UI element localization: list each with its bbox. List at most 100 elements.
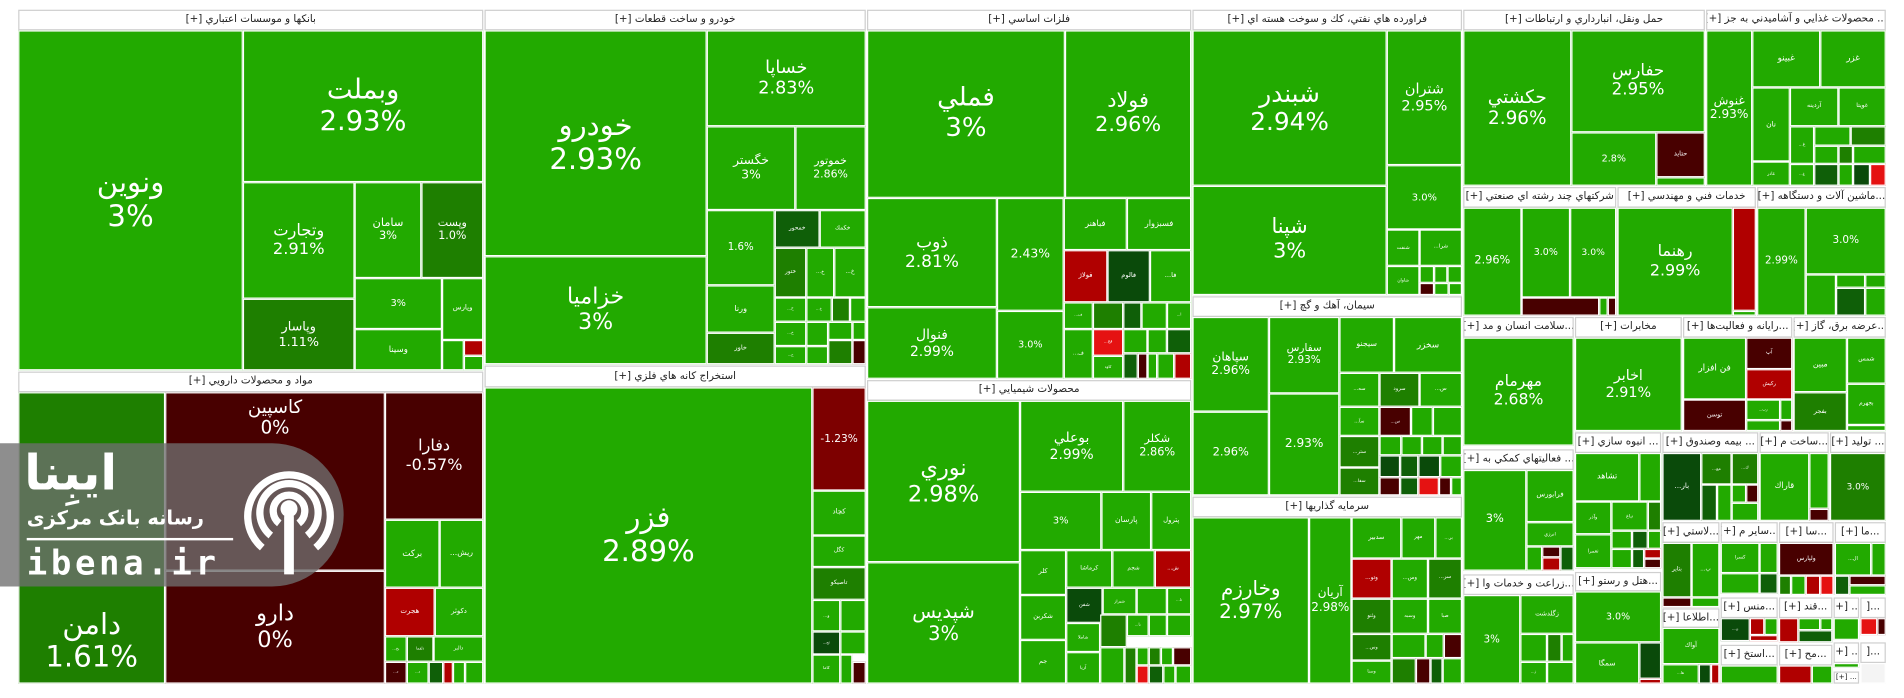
- stock-tile[interactable]: كاوه: [1092, 355, 1124, 379]
- stock-tile[interactable]: [1419, 265, 1435, 283]
- stock-tile[interactable]: 2.96%: [1192, 411, 1269, 496]
- stock-tile[interactable]: شجم: [1112, 550, 1155, 588]
- stock-tile[interactable]: [1710, 664, 1720, 684]
- stock-tile[interactable]: ...و: [812, 599, 841, 632]
- stock-tile[interactable]: [1639, 452, 1662, 502]
- stock-tile[interactable]: فن افزار: [1683, 337, 1747, 400]
- stock-tile[interactable]: 3.0%: [1805, 207, 1886, 275]
- stock-tile[interactable]: [1447, 265, 1463, 283]
- sector-header[interactable]: ...لاستي [+]: [1662, 522, 1720, 543]
- stock-tile[interactable]: خزاميا 3%: [484, 256, 707, 365]
- stock-tile[interactable]: [1701, 484, 1718, 521]
- stock-tile[interactable]: [1607, 297, 1617, 316]
- stock-tile[interactable]: ...بار: [1662, 452, 1702, 521]
- stock-tile[interactable]: فباهنر: [1063, 197, 1127, 251]
- stock-tile[interactable]: [1759, 542, 1778, 574]
- stock-tile[interactable]: [1520, 633, 1548, 662]
- stock-tile[interactable]: خودرو 2.93%: [484, 30, 707, 257]
- stock-tile[interactable]: ...شرا: [1419, 229, 1463, 266]
- sector-header[interactable]: ...[: [1860, 597, 1886, 619]
- stock-tile[interactable]: 3.0%: [1570, 207, 1617, 298]
- stock-tile[interactable]: [1418, 477, 1439, 496]
- stock-tile[interactable]: [1865, 274, 1886, 288]
- stock-tile[interactable]: 2.43%: [996, 197, 1064, 311]
- stock-tile[interactable]: [1732, 207, 1756, 311]
- stock-tile[interactable]: خساپا 2.83%: [706, 30, 866, 127]
- stock-tile[interactable]: خمحور: [774, 210, 820, 248]
- stock-tile[interactable]: [1160, 647, 1174, 666]
- sector-header[interactable]: ...سلامت انسان و مد [+]: [1463, 316, 1574, 338]
- stock-tile[interactable]: [1100, 614, 1127, 648]
- stock-tile[interactable]: [1411, 406, 1433, 436]
- stock-tile[interactable]: ...سر: [1428, 558, 1463, 599]
- stock-tile[interactable]: [1865, 287, 1886, 316]
- stock-tile[interactable]: [1798, 618, 1821, 631]
- stock-tile[interactable]: [1809, 452, 1829, 509]
- stock-tile[interactable]: دارو 0%: [165, 570, 385, 684]
- stock-tile[interactable]: [852, 321, 866, 341]
- stock-tile[interactable]: بجهرم: [1846, 383, 1886, 426]
- stock-tile[interactable]: بركت: [384, 519, 440, 588]
- stock-tile[interactable]: [1809, 508, 1829, 521]
- sector-header[interactable]: ...زراعت و خدمات وا [+]: [1463, 574, 1574, 596]
- stock-tile[interactable]: 3.0%: [1386, 165, 1463, 230]
- sector-header[interactable]: ...ماشين آلات و دستگاهه [+]: [1757, 187, 1886, 208]
- stock-tile[interactable]: ...رب: [1746, 399, 1781, 421]
- stock-tile[interactable]: [1656, 177, 1705, 186]
- stock-tile[interactable]: [1561, 633, 1574, 662]
- stock-tile[interactable]: ...وتو: [1351, 558, 1392, 599]
- stock-tile[interactable]: [1698, 664, 1711, 684]
- stock-tile[interactable]: [1778, 575, 1792, 596]
- stock-tile[interactable]: سفارس 2.93%: [1268, 316, 1340, 394]
- sector-header[interactable]: ... محصولات غذايي و آشاميدني به جز [+]: [1706, 9, 1886, 31]
- stock-tile[interactable]: [1647, 530, 1662, 549]
- stock-tile[interactable]: ...فا: [1149, 250, 1192, 303]
- stock-tile[interactable]: ...ف: [1063, 302, 1093, 330]
- stock-tile[interactable]: ...ها: [1662, 664, 1699, 684]
- sector-header[interactable]: ... [+]: [1833, 671, 1860, 684]
- stock-tile[interactable]: [1798, 630, 1833, 643]
- stock-tile[interactable]: [1147, 329, 1167, 354]
- stock-tile[interactable]: ...سه: [1339, 372, 1380, 407]
- stock-tile[interactable]: 3%: [1463, 469, 1527, 571]
- stock-tile[interactable]: 3.0%: [1574, 591, 1662, 643]
- stock-tile[interactable]: ثعمرا: [1574, 534, 1612, 569]
- stock-tile[interactable]: [465, 661, 484, 684]
- stock-tile[interactable]: خكمك: [819, 210, 866, 248]
- stock-tile[interactable]: [1838, 145, 1854, 164]
- stock-tile[interactable]: دلقما: [406, 636, 434, 662]
- stock-tile[interactable]: [1123, 329, 1148, 354]
- stock-tile[interactable]: ...س: [1419, 372, 1463, 407]
- sector-header[interactable]: مخابرات [+]: [1574, 316, 1682, 338]
- stock-tile[interactable]: [1425, 633, 1444, 659]
- stock-tile[interactable]: ...مع: [1701, 452, 1732, 485]
- stock-tile[interactable]: توسن: [1683, 399, 1747, 432]
- stock-tile[interactable]: [1805, 274, 1837, 316]
- stock-tile[interactable]: ...خ: [774, 346, 807, 365]
- stock-tile[interactable]: خگستر 3%: [706, 126, 796, 211]
- stock-tile[interactable]: [1860, 618, 1878, 636]
- stock-tile[interactable]: [1732, 310, 1756, 316]
- sector-header[interactable]: ...استخ [+]: [1720, 644, 1778, 666]
- stock-tile[interactable]: [1780, 399, 1793, 421]
- stock-tile[interactable]: [463, 340, 484, 356]
- stock-tile[interactable]: [1175, 665, 1192, 684]
- stock-tile[interactable]: ...د: [406, 661, 429, 684]
- stock-tile[interactable]: [1147, 353, 1158, 379]
- stock-tile[interactable]: 2.93%: [1268, 393, 1340, 496]
- stock-tile[interactable]: [1746, 420, 1781, 432]
- stock-tile[interactable]: شنفت: [1386, 229, 1420, 266]
- stock-tile[interactable]: شكربن: [1020, 595, 1067, 640]
- stock-tile[interactable]: [1814, 145, 1839, 164]
- stock-tile[interactable]: ...ا: [1166, 302, 1192, 330]
- stock-tile[interactable]: رهنما 2.99%: [1617, 207, 1733, 316]
- stock-tile[interactable]: غبينو: [1752, 30, 1821, 88]
- stock-tile[interactable]: [1644, 548, 1662, 559]
- stock-tile[interactable]: ختور: [774, 247, 807, 298]
- stock-tile[interactable]: [1647, 501, 1662, 531]
- sector-header[interactable]: حمل ونقل، انبارداري و ارتباطات [+]: [1463, 9, 1705, 31]
- stock-tile[interactable]: [850, 297, 866, 322]
- stock-tile[interactable]: 1.6%: [706, 210, 775, 286]
- stock-tile[interactable]: [1820, 618, 1833, 631]
- stock-tile[interactable]: [831, 297, 851, 322]
